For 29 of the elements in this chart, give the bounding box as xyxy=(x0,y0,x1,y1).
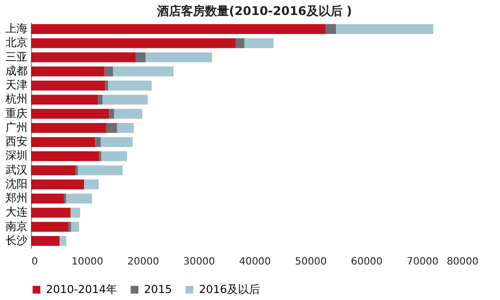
x-tick-label: 20000 xyxy=(127,256,160,268)
y-tick-label: 南京 xyxy=(6,220,28,233)
y-tick-label: 上海 xyxy=(6,22,28,36)
y-tick-label: 三亚 xyxy=(6,50,28,64)
x-tick-label: 80000 xyxy=(446,256,478,268)
x-tick-label: 50000 xyxy=(294,256,327,268)
y-tick-label: 杭州 xyxy=(4,92,28,106)
chart-title: 酒店客房数量(2010-2016及以后 ) xyxy=(156,4,352,18)
x-tick-label: 10000 xyxy=(71,256,104,268)
y-tick-label: 成都 xyxy=(6,64,28,78)
y-tick-label: 北京 xyxy=(6,36,28,50)
y-tick-label: 大连 xyxy=(6,206,28,219)
legend-label: 2016及以后 xyxy=(199,282,260,296)
y-tick-label: 深圳 xyxy=(6,149,28,162)
legend-label: 2015 xyxy=(144,282,172,296)
x-tick-label: 60000 xyxy=(350,256,383,268)
y-tick-label: 长沙 xyxy=(6,234,28,247)
legend-label: 2010-2014年 xyxy=(46,282,117,296)
y-tick-label: 广州 xyxy=(6,120,28,134)
y-tick-label: 郑州 xyxy=(6,192,28,205)
y-tick-label: 武汉 xyxy=(6,163,28,176)
x-tick-label: 0 xyxy=(32,256,38,268)
y-tick-label: 沈阳 xyxy=(6,177,28,190)
x-tick-label: 30000 xyxy=(183,256,216,268)
y-tick-label: 重庆 xyxy=(6,106,28,120)
x-tick-label: 40000 xyxy=(239,256,271,268)
y-tick-label: 西安 xyxy=(6,135,28,148)
y-tick-label: 天津 xyxy=(6,78,28,92)
x-tick-label: 70000 xyxy=(406,256,439,268)
